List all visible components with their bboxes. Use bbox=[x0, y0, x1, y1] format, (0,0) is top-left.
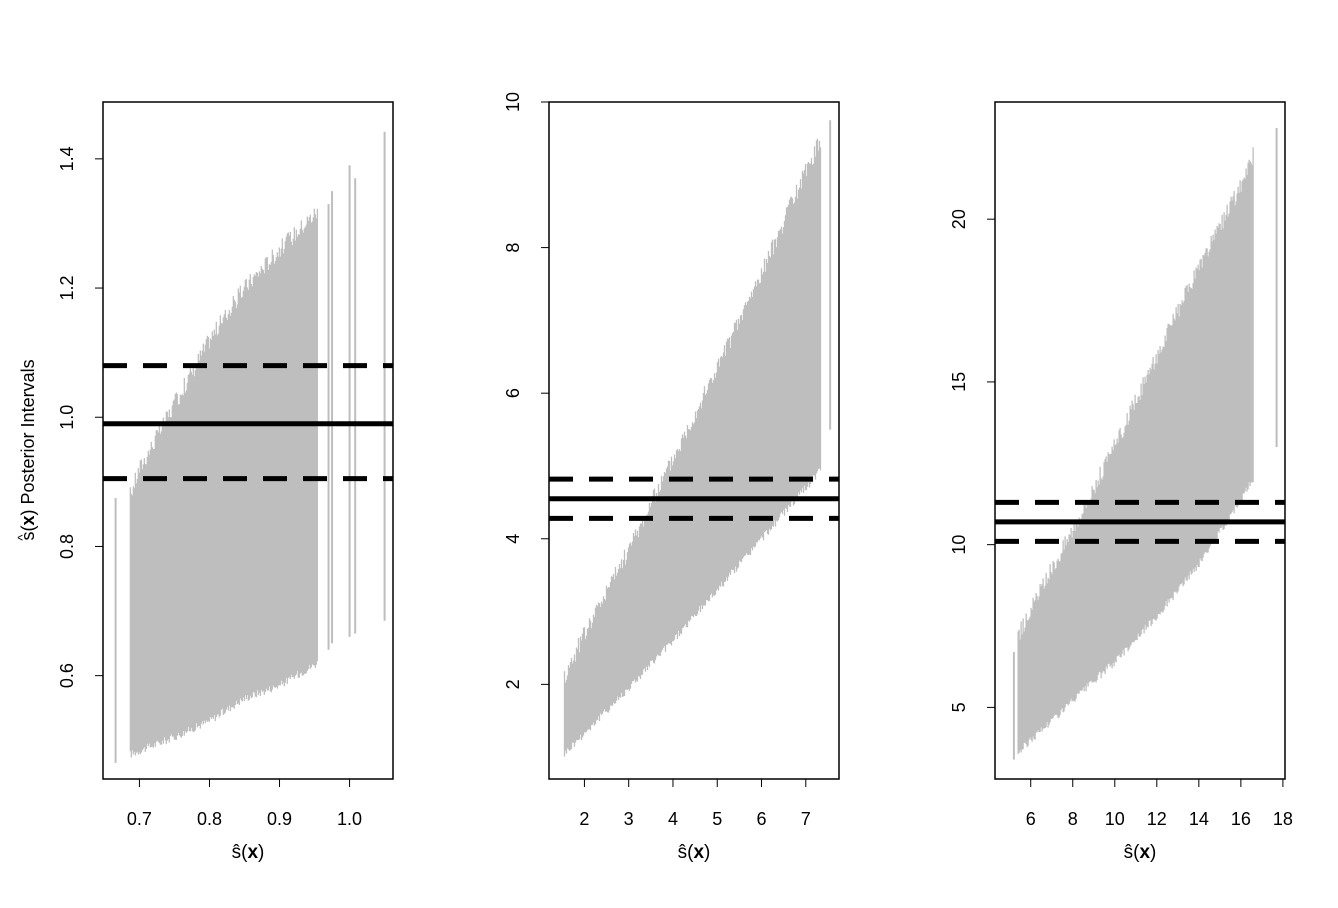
x-axis: 0.7 0.8 0.9 1.0 ŝ(x) bbox=[127, 778, 362, 863]
x-axis-label: ŝ(x) bbox=[1124, 842, 1157, 863]
y-axis-label-s: s bbox=[18, 531, 38, 540]
y-tick-label: 1.4 bbox=[57, 146, 77, 171]
y-tick-label: 1.2 bbox=[57, 276, 77, 301]
x-tick-label: 7 bbox=[801, 809, 811, 829]
x-tick-label: 18 bbox=[1273, 809, 1293, 829]
y-tick-label: 4 bbox=[503, 534, 523, 544]
y-tick-label: 10 bbox=[503, 92, 523, 112]
y-axis-label-rest: ) Posterior Intervals bbox=[18, 359, 38, 515]
y-axis-label-open: ( bbox=[18, 525, 38, 531]
y-tick-label: 0.8 bbox=[57, 534, 77, 559]
x-tick-label: 0.9 bbox=[267, 809, 292, 829]
x-axis-label: ŝ(x) bbox=[232, 842, 265, 863]
y-axis: 0.6 0.8 1.0 1.2 1.4 bbox=[57, 146, 104, 688]
x-tick-label: 6 bbox=[1026, 809, 1036, 829]
x-axis: 6 8 10 12 14 16 18 ŝ(x) bbox=[1026, 778, 1293, 863]
x-tick-label: 1.0 bbox=[337, 809, 362, 829]
plot-area bbox=[995, 128, 1285, 760]
y-tick-label: 0.6 bbox=[57, 663, 77, 688]
x-tick-label: 12 bbox=[1147, 809, 1167, 829]
y-axis: 5 10 15 20 bbox=[949, 209, 996, 712]
y-tick-label: 5 bbox=[949, 702, 969, 712]
plot-area bbox=[103, 131, 393, 763]
x-tick-label: 16 bbox=[1231, 809, 1251, 829]
x-tick-label: 0.7 bbox=[127, 809, 152, 829]
y-axis-label-hat: ^ bbox=[15, 534, 30, 541]
y-axis: 2 4 6 8 10 bbox=[503, 92, 550, 689]
x-tick-label: 10 bbox=[1105, 809, 1125, 829]
x-tick-label: 2 bbox=[579, 809, 589, 829]
y-axis-label-x: x bbox=[18, 515, 38, 525]
panel-2: 2 3 4 5 6 7 ŝ(x) 2 4 6 8 10 bbox=[503, 92, 840, 863]
x-tick-label: 8 bbox=[1068, 809, 1078, 829]
y-tick-label: 1.0 bbox=[57, 405, 77, 430]
x-axis-label: ŝ(x) bbox=[678, 842, 711, 863]
x-tick-label: 6 bbox=[757, 809, 767, 829]
x-tick-label: 3 bbox=[624, 809, 634, 829]
x-tick-label: 0.8 bbox=[197, 809, 222, 829]
y-tick-label: 10 bbox=[949, 535, 969, 555]
y-axis-label: ^s(x) Posterior Intervals bbox=[15, 359, 38, 540]
panel-3: 6 8 10 12 14 16 18 ŝ(x) 5 10 15 20 bbox=[949, 101, 1293, 863]
y-tick-label: 6 bbox=[503, 388, 523, 398]
x-tick-label: 4 bbox=[668, 809, 678, 829]
y-tick-label: 8 bbox=[503, 243, 523, 253]
panel-1: 0.7 0.8 0.9 1.0 ŝ(x) 0.6 0.8 1.0 1.2 1.4 bbox=[57, 101, 394, 863]
y-tick-label: 15 bbox=[949, 372, 969, 392]
plot-area bbox=[549, 120, 839, 757]
x-tick-label: 5 bbox=[712, 809, 722, 829]
x-tick-label: 14 bbox=[1189, 809, 1209, 829]
x-axis: 2 3 4 5 6 7 ŝ(x) bbox=[579, 778, 811, 863]
y-tick-label: 20 bbox=[949, 209, 969, 229]
y-tick-label: 2 bbox=[503, 679, 523, 689]
